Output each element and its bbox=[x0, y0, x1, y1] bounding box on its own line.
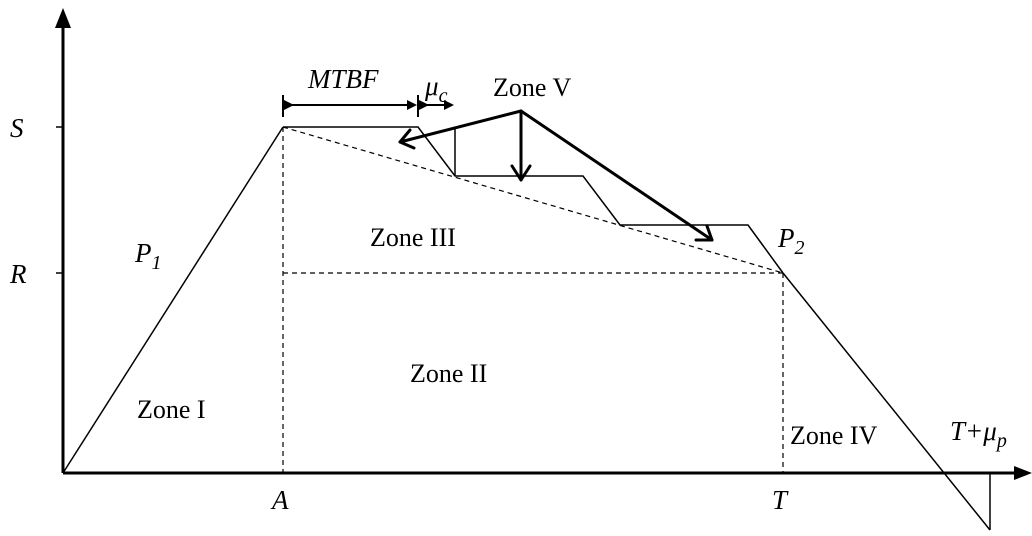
label-mtbf: MTBF bbox=[307, 64, 379, 94]
label-zone-1: Zone I bbox=[137, 395, 206, 424]
guide-decline-diagonal bbox=[282, 126, 784, 274]
label-t-plus-mu-p: T+μp bbox=[950, 416, 1007, 452]
zone-v-down-arrowhead bbox=[510, 164, 532, 182]
staircase-line bbox=[283, 126, 784, 274]
label-zone-5: Zone V bbox=[493, 73, 571, 102]
label-p2-sub: 2 bbox=[795, 237, 805, 259]
zone-v-arrows bbox=[398, 109, 714, 242]
label-p1-sub: 1 bbox=[152, 252, 162, 274]
zone-v-right-arrowhead bbox=[694, 224, 714, 242]
label-s: S bbox=[10, 113, 24, 143]
point-labels: P1 P2 bbox=[134, 223, 805, 274]
label-mu-p-sub: p bbox=[995, 430, 1007, 452]
axes bbox=[55, 8, 1032, 480]
ramp-up-line bbox=[62, 126, 284, 474]
zone-v-right-arrow bbox=[519, 109, 714, 242]
label-p2: P2 bbox=[777, 223, 805, 259]
label-mu-c-base: μ bbox=[424, 71, 439, 101]
label-p1: P1 bbox=[134, 238, 162, 274]
label-a: A bbox=[270, 485, 289, 515]
label-p2-base: P bbox=[777, 223, 795, 253]
label-mu-c-sub: c bbox=[439, 85, 448, 107]
label-mu-p-mu: μ bbox=[982, 416, 997, 446]
ticks bbox=[56, 126, 63, 274]
label-zone-3: Zone III bbox=[370, 223, 456, 252]
zone-v-left-arrowhead bbox=[398, 128, 416, 150]
interval-arrows bbox=[282, 95, 454, 117]
label-mu-c: μc bbox=[424, 71, 448, 107]
label-t: T bbox=[772, 485, 789, 515]
label-zone-4: Zone IV bbox=[790, 421, 878, 450]
axis-labels: S R A T T+μp bbox=[9, 113, 1007, 515]
dashed-guides bbox=[282, 126, 784, 473]
label-r: R bbox=[9, 259, 27, 289]
label-p1-base: P bbox=[134, 238, 152, 268]
label-zone-2: Zone II bbox=[410, 359, 487, 388]
label-t-plus-base: T+ bbox=[950, 416, 983, 446]
zone-labels: Zone I Zone II Zone III Zone IV Zone V bbox=[137, 73, 878, 450]
x-axis-arrowhead bbox=[1014, 466, 1032, 480]
profile-curve bbox=[62, 126, 991, 531]
y-axis-arrowhead bbox=[55, 8, 71, 28]
ramp-down-line bbox=[782, 272, 991, 531]
zone-v-left-arrow bbox=[398, 109, 523, 144]
interval-labels: MTBF μc bbox=[307, 64, 448, 107]
